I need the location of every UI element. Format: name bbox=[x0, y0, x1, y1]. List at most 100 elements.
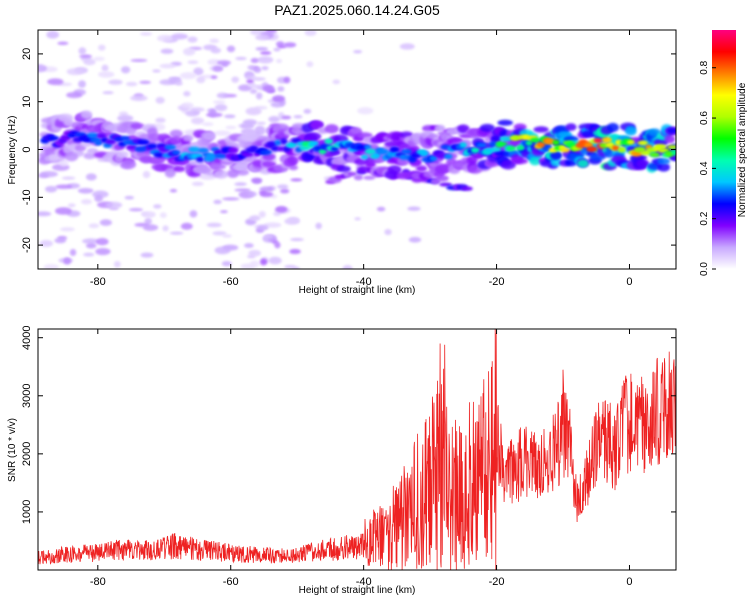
spectrogram-noise-cell bbox=[187, 36, 198, 43]
spectrogram-ridge-cell bbox=[387, 165, 402, 175]
spectrogram-noise-cell bbox=[69, 248, 77, 256]
spectrogram-noise-cell bbox=[59, 227, 75, 232]
spectrogram-noise-cell bbox=[273, 211, 281, 216]
colorbar-tick-label: 0.2 bbox=[699, 211, 710, 225]
snr-frame bbox=[37, 328, 677, 571]
spectrogram-noise-cell bbox=[247, 65, 255, 70]
spectrogram-ridge-cell bbox=[552, 139, 560, 146]
spectrogram-ridge-cell bbox=[360, 154, 369, 160]
spectrogram-ridge-cell bbox=[550, 151, 563, 160]
spectrogram-noise-cell bbox=[245, 107, 262, 116]
spectrogram-ridge-cell bbox=[577, 159, 589, 168]
spectrogram-ridge-cell bbox=[497, 141, 508, 147]
spectrogram-noise-cell bbox=[213, 130, 231, 136]
spectrogram-noise-cell bbox=[353, 50, 363, 54]
spectrogram-noise-cell bbox=[280, 188, 290, 194]
y-tick-label: 1000 bbox=[21, 500, 33, 524]
spectrogram-ridge-cell bbox=[529, 156, 541, 166]
spectrogram-noise-cell bbox=[93, 56, 105, 61]
spectrogram-noise-cell bbox=[244, 243, 254, 249]
spectrogram-noise-cell bbox=[246, 79, 254, 84]
spectrogram-noise-cell bbox=[94, 194, 103, 203]
spectrogram-ridge-cell bbox=[586, 146, 598, 152]
spectrogram-ridge-cell bbox=[197, 147, 209, 153]
spectrogram-ridge-cell bbox=[276, 146, 286, 152]
y-tick-label: 10 bbox=[21, 96, 33, 108]
spectrogram-noise-cell bbox=[88, 223, 100, 229]
spectrogram-ridge-cell bbox=[261, 160, 277, 168]
spectrogram-ridge-cell bbox=[173, 165, 186, 173]
x-tick-label: -60 bbox=[223, 276, 239, 288]
spectrogram-ridge-cell bbox=[94, 140, 103, 146]
figure-title: PAZ1.2025.060.14.24.G05 bbox=[274, 2, 440, 18]
spectrogram-noise-cell bbox=[98, 71, 115, 78]
spectrogram-noise-cell bbox=[264, 234, 274, 239]
spectrogram-noise-cell bbox=[39, 239, 53, 248]
spectrogram-ridge-cell bbox=[213, 170, 229, 179]
spectrogram-ridge-cell bbox=[137, 139, 150, 146]
spectrogram-panel: -80 -60 -40 -20 0 -20 -10 0 10 20 Height of stra… bbox=[7, 29, 677, 296]
spectrogram-noise-cell bbox=[315, 222, 322, 230]
spectrogram-ridge-cell bbox=[657, 157, 671, 165]
spectrogram-noise-cell bbox=[234, 182, 247, 187]
spectrogram-noise-cell bbox=[332, 79, 341, 85]
spectrogram-ridge-cell bbox=[536, 141, 546, 148]
spectrogram-ridge-cell bbox=[227, 169, 239, 178]
spectrogram-noise-cell bbox=[250, 30, 265, 36]
spectrogram-noise-cell bbox=[247, 254, 256, 259]
spectrogram-noise-cell bbox=[38, 64, 47, 73]
spectrogram-noise-cell bbox=[102, 91, 114, 95]
spectrogram-noise-cell bbox=[290, 238, 304, 242]
spectrogram-noise-cell bbox=[101, 64, 109, 72]
spectrogram-ridge-cell bbox=[130, 122, 145, 130]
spectrogram-branch-cell bbox=[347, 171, 358, 177]
spectrogram-noise-cell bbox=[155, 117, 166, 123]
spectrogram-ridge-cell bbox=[657, 162, 671, 172]
spectrogram-noise-cell bbox=[45, 185, 58, 193]
spectrogram-ridge-cell bbox=[153, 152, 164, 158]
spectrogram-ridge-cell bbox=[330, 146, 339, 152]
spectrogram-noise-cell bbox=[399, 43, 415, 50]
spectrogram-ridge-cell bbox=[515, 145, 525, 151]
colorbar-label: Normalized spectral amplitude bbox=[737, 82, 748, 217]
spectrogram-ridge-cell bbox=[288, 142, 298, 148]
spectrogram-noise-cell bbox=[252, 77, 266, 81]
spectrogram-ridge-cell bbox=[244, 155, 258, 163]
spectrogram-noise-cell bbox=[79, 54, 93, 58]
spectrogram-noise-cell bbox=[407, 206, 421, 211]
spectrogram-ridge-cell bbox=[653, 138, 668, 147]
spectrogram-noise-cell bbox=[159, 63, 176, 69]
spectrogram-noise-cell bbox=[66, 91, 83, 99]
spectrogram-noise-cell bbox=[38, 211, 52, 217]
spectrogram-noise-cell bbox=[187, 60, 199, 64]
spectrogram-ridge-cell bbox=[105, 138, 116, 145]
spectrogram-noise-cell bbox=[376, 206, 386, 212]
spectrogram-noise-cell bbox=[259, 51, 272, 55]
spectrogram-ridge-cell bbox=[196, 157, 205, 163]
spectrogram-noise-cell bbox=[125, 81, 138, 87]
spectrogram-noise-cell bbox=[287, 216, 300, 223]
spectrogram-noise-cell bbox=[257, 225, 269, 231]
spectrogram-ridge-cell bbox=[664, 134, 676, 144]
spectrogram-noise-cell bbox=[256, 121, 266, 125]
spectrogram-noise-cell bbox=[139, 80, 152, 84]
spectrogram-ridge-cell bbox=[235, 163, 249, 172]
spectrogram-noise-cell bbox=[250, 57, 259, 64]
spectrogram-ridge-cell bbox=[500, 159, 517, 170]
spectrogram-noise-cell bbox=[46, 30, 60, 39]
spectrogram-ridge-cell bbox=[497, 119, 513, 126]
colorbar-tick-label: 0.0 bbox=[699, 262, 710, 276]
spectrogram-noise-cell bbox=[281, 115, 292, 120]
spectrogram-ridge-cell bbox=[96, 133, 106, 139]
spectrogram-noise-cell bbox=[142, 224, 159, 231]
spectrogram-noise-cell bbox=[277, 86, 285, 92]
spectrogram-noise-cell bbox=[273, 47, 281, 52]
spectrogram-noise-cell bbox=[342, 264, 353, 269]
spectrogram-branch-cell bbox=[439, 182, 453, 187]
y-tick-label: 3000 bbox=[21, 384, 33, 408]
spectrogram-ridge-cell bbox=[667, 144, 676, 150]
spectrogram-ridge-cell bbox=[254, 125, 266, 136]
spectrogram-noise-cell bbox=[67, 203, 76, 208]
spectrogram-ridge-cell bbox=[120, 159, 137, 170]
